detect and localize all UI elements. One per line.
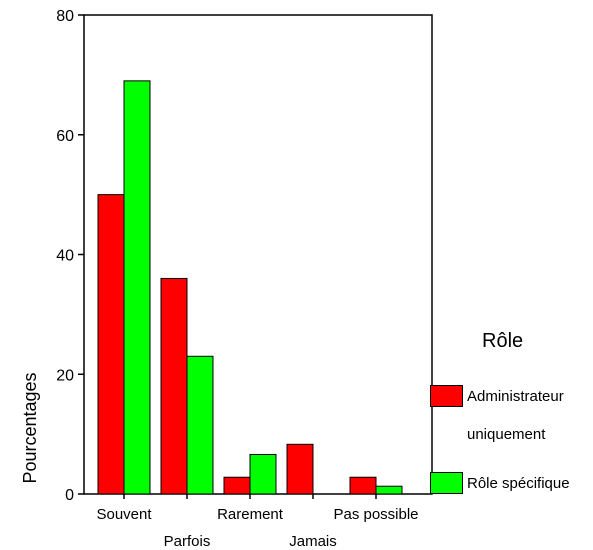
x-tick-label: Souvent: [96, 506, 152, 523]
bar-role-specifique: [375, 485, 403, 495]
legend-label-administrateur-line2: uniquement: [467, 426, 546, 443]
x-tick-label: Parfois: [164, 533, 211, 550]
bar-administrateur: [349, 476, 377, 495]
y-tick-label: 80: [56, 8, 74, 25]
legend-label-administrateur-line1: Administrateur: [467, 388, 564, 405]
y-axis: 0 20 40 60 80: [56, 8, 84, 504]
legend-item-role-specifique: Rôle spécifique: [430, 472, 593, 496]
x-tick-label: Jamais: [289, 533, 337, 550]
y-tick-label: 0: [65, 487, 74, 504]
y-tick-label: 60: [56, 128, 74, 145]
legend-title: Rôle: [482, 330, 524, 352]
x-tick-label: Rarement: [217, 506, 284, 523]
legend-item-administrateur: Administrateur uniquement: [430, 385, 593, 445]
bar-administrateur: [97, 194, 125, 495]
legend-swatch-role-specifique: [430, 472, 463, 494]
y-tick-label: 20: [56, 367, 74, 384]
bar-administrateur: [160, 277, 188, 495]
bar-role-specifique: [186, 355, 214, 495]
bar-role-specifique: [249, 453, 277, 495]
bar-administrateur: [223, 476, 251, 495]
x-axis: Souvent Parfois Rarement Jamais Pas possible: [96, 494, 419, 550]
x-tick-label: Pas possible: [333, 506, 418, 523]
y-axis-label: Pourcentages: [20, 372, 40, 483]
legend-swatch-administrateur: [430, 385, 463, 407]
legend-label-role-specifique: Rôle spécifique: [467, 475, 570, 492]
bar-administrateur: [286, 443, 314, 495]
bar-role-specifique: [123, 80, 151, 495]
bars: [97, 80, 403, 495]
y-tick-label: 40: [56, 248, 74, 265]
